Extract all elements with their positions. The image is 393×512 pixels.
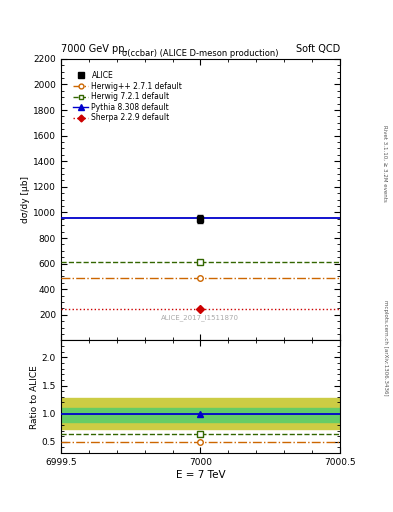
X-axis label: E = 7 TeV: E = 7 TeV (176, 470, 225, 480)
Y-axis label: dσ∕dy [μb]: dσ∕dy [μb] (21, 176, 30, 223)
Text: Rivet 3.1.10, ≥ 3.2M events: Rivet 3.1.10, ≥ 3.2M events (383, 125, 387, 202)
Bar (61, 408, 340, 421)
Text: Soft QCD: Soft QCD (296, 44, 340, 54)
Text: 7000 GeV pp: 7000 GeV pp (61, 44, 125, 54)
Title: σ(ccbar) (ALICE D-meson production): σ(ccbar) (ALICE D-meson production) (122, 49, 279, 58)
Legend: ALICE, Herwig++ 2.7.1 default, Herwig 7.2.1 default, Pythia 8.308 default, Sherp: ALICE, Herwig++ 2.7.1 default, Herwig 7.… (73, 71, 182, 122)
Text: ALICE_2017_I1511870: ALICE_2017_I1511870 (162, 314, 239, 322)
Text: mcplots.cern.ch [arXiv:1306.3436]: mcplots.cern.ch [arXiv:1306.3436] (383, 301, 387, 396)
Bar (61, 398, 340, 430)
Y-axis label: Ratio to ALICE: Ratio to ALICE (30, 365, 39, 429)
